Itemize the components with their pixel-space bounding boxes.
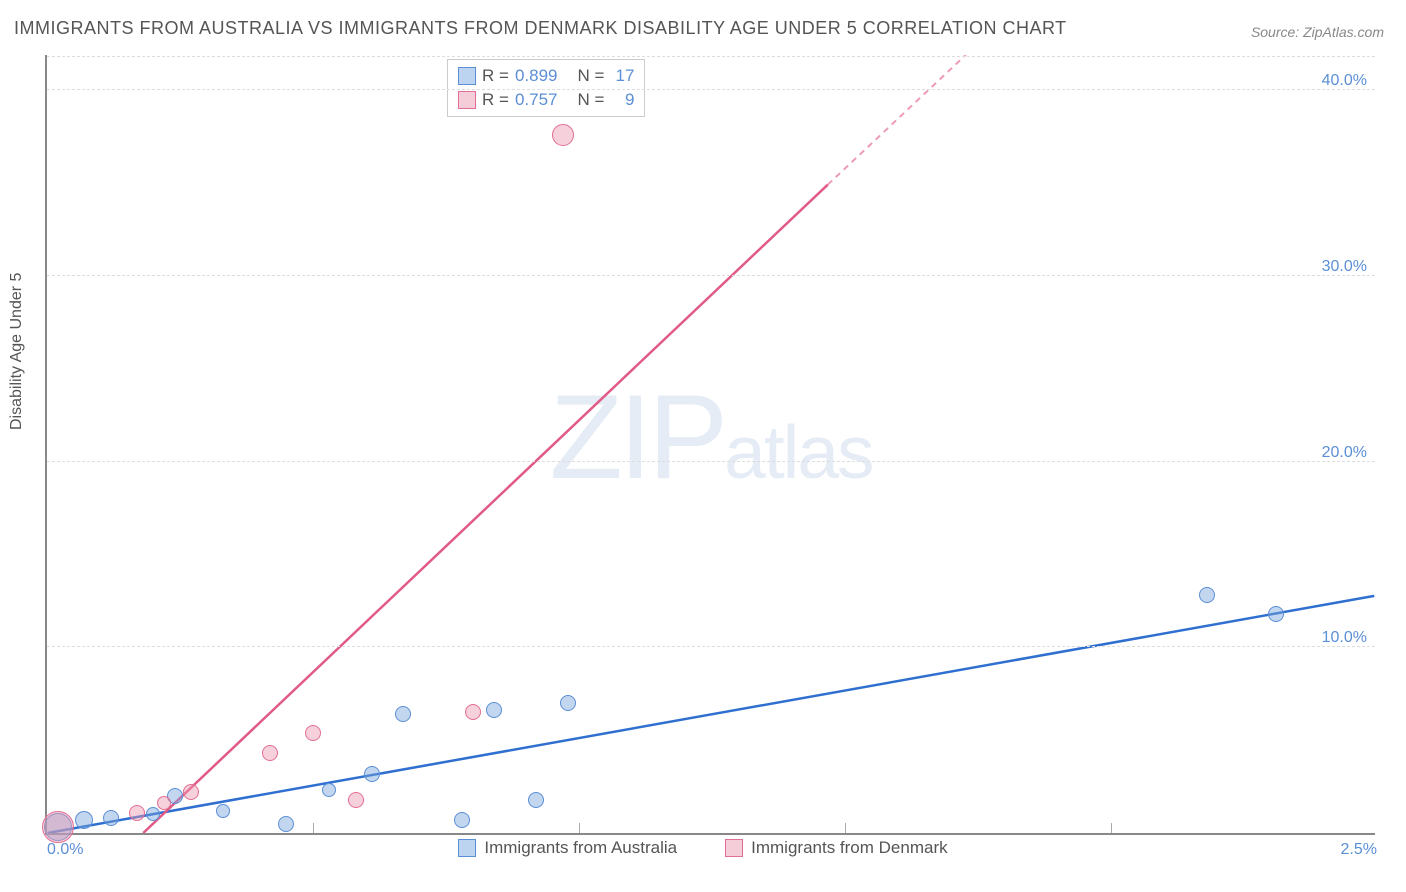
series-legend: Immigrants from Australia Immigrants from… (0, 838, 1406, 862)
data-point (262, 745, 278, 761)
xtick (845, 823, 846, 833)
data-point (560, 695, 576, 711)
plot-area: ZIPatlas R = 0.899N = 17R = 0.757N = 9 1… (45, 55, 1375, 835)
xtick (1111, 823, 1112, 833)
gridline-h (47, 461, 1375, 462)
y-axis-label: Disability Age Under 5 (8, 273, 26, 430)
legend-item: Immigrants from Australia (458, 838, 677, 858)
data-point (278, 816, 294, 832)
legend-swatch (725, 839, 743, 857)
ytick-label: 20.0% (1322, 444, 1367, 462)
source-attribution: Source: ZipAtlas.com (1251, 24, 1384, 40)
data-point (183, 784, 199, 800)
data-point (146, 807, 160, 821)
data-point (454, 812, 470, 828)
data-point (348, 792, 364, 808)
watermark: ZIPatlas (549, 368, 872, 506)
data-point (1268, 606, 1284, 622)
legend-swatch (458, 91, 476, 109)
ytick-label: 40.0% (1322, 72, 1367, 90)
legend-swatch (458, 67, 476, 85)
data-point (364, 766, 380, 782)
gridline-h (47, 89, 1375, 90)
data-point (552, 124, 574, 146)
legend-item: Immigrants from Denmark (725, 838, 947, 858)
ytick-label: 30.0% (1322, 258, 1367, 276)
ytick-label: 10.0% (1322, 629, 1367, 647)
legend-label: Immigrants from Denmark (751, 838, 947, 858)
data-point (129, 805, 145, 821)
data-point (465, 704, 481, 720)
legend-swatch (458, 839, 476, 857)
xtick (579, 823, 580, 833)
data-point (1199, 587, 1215, 603)
data-point (528, 792, 544, 808)
chart-title: IMMIGRANTS FROM AUSTRALIA VS IMMIGRANTS … (14, 18, 1067, 39)
data-point (305, 725, 321, 741)
legend-label: Immigrants from Australia (484, 838, 677, 858)
data-point (157, 796, 171, 810)
data-point (75, 811, 93, 829)
xtick (313, 823, 314, 833)
gridline-h (47, 56, 1375, 57)
data-point (322, 783, 336, 797)
stats-legend: R = 0.899N = 17R = 0.757N = 9 (447, 59, 645, 117)
trend-lines (47, 55, 1375, 833)
stats-legend-row: R = 0.899N = 17 (458, 64, 634, 88)
gridline-h (47, 646, 1375, 647)
data-point (103, 810, 119, 826)
data-point (486, 702, 502, 718)
data-point (395, 706, 411, 722)
data-point (216, 804, 230, 818)
stats-legend-row: R = 0.757N = 9 (458, 88, 634, 112)
gridline-h (47, 275, 1375, 276)
